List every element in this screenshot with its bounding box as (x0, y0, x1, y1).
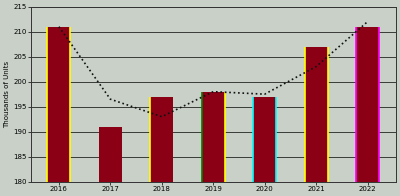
Bar (47, 27, 70, 182)
Bar (99, 127, 122, 182)
Bar (356, 27, 379, 182)
Y-axis label: Thousands of Units: Thousands of Units (4, 61, 10, 128)
Bar (304, 47, 328, 182)
Bar (253, 97, 276, 182)
Bar (202, 92, 225, 182)
Bar (150, 97, 173, 182)
